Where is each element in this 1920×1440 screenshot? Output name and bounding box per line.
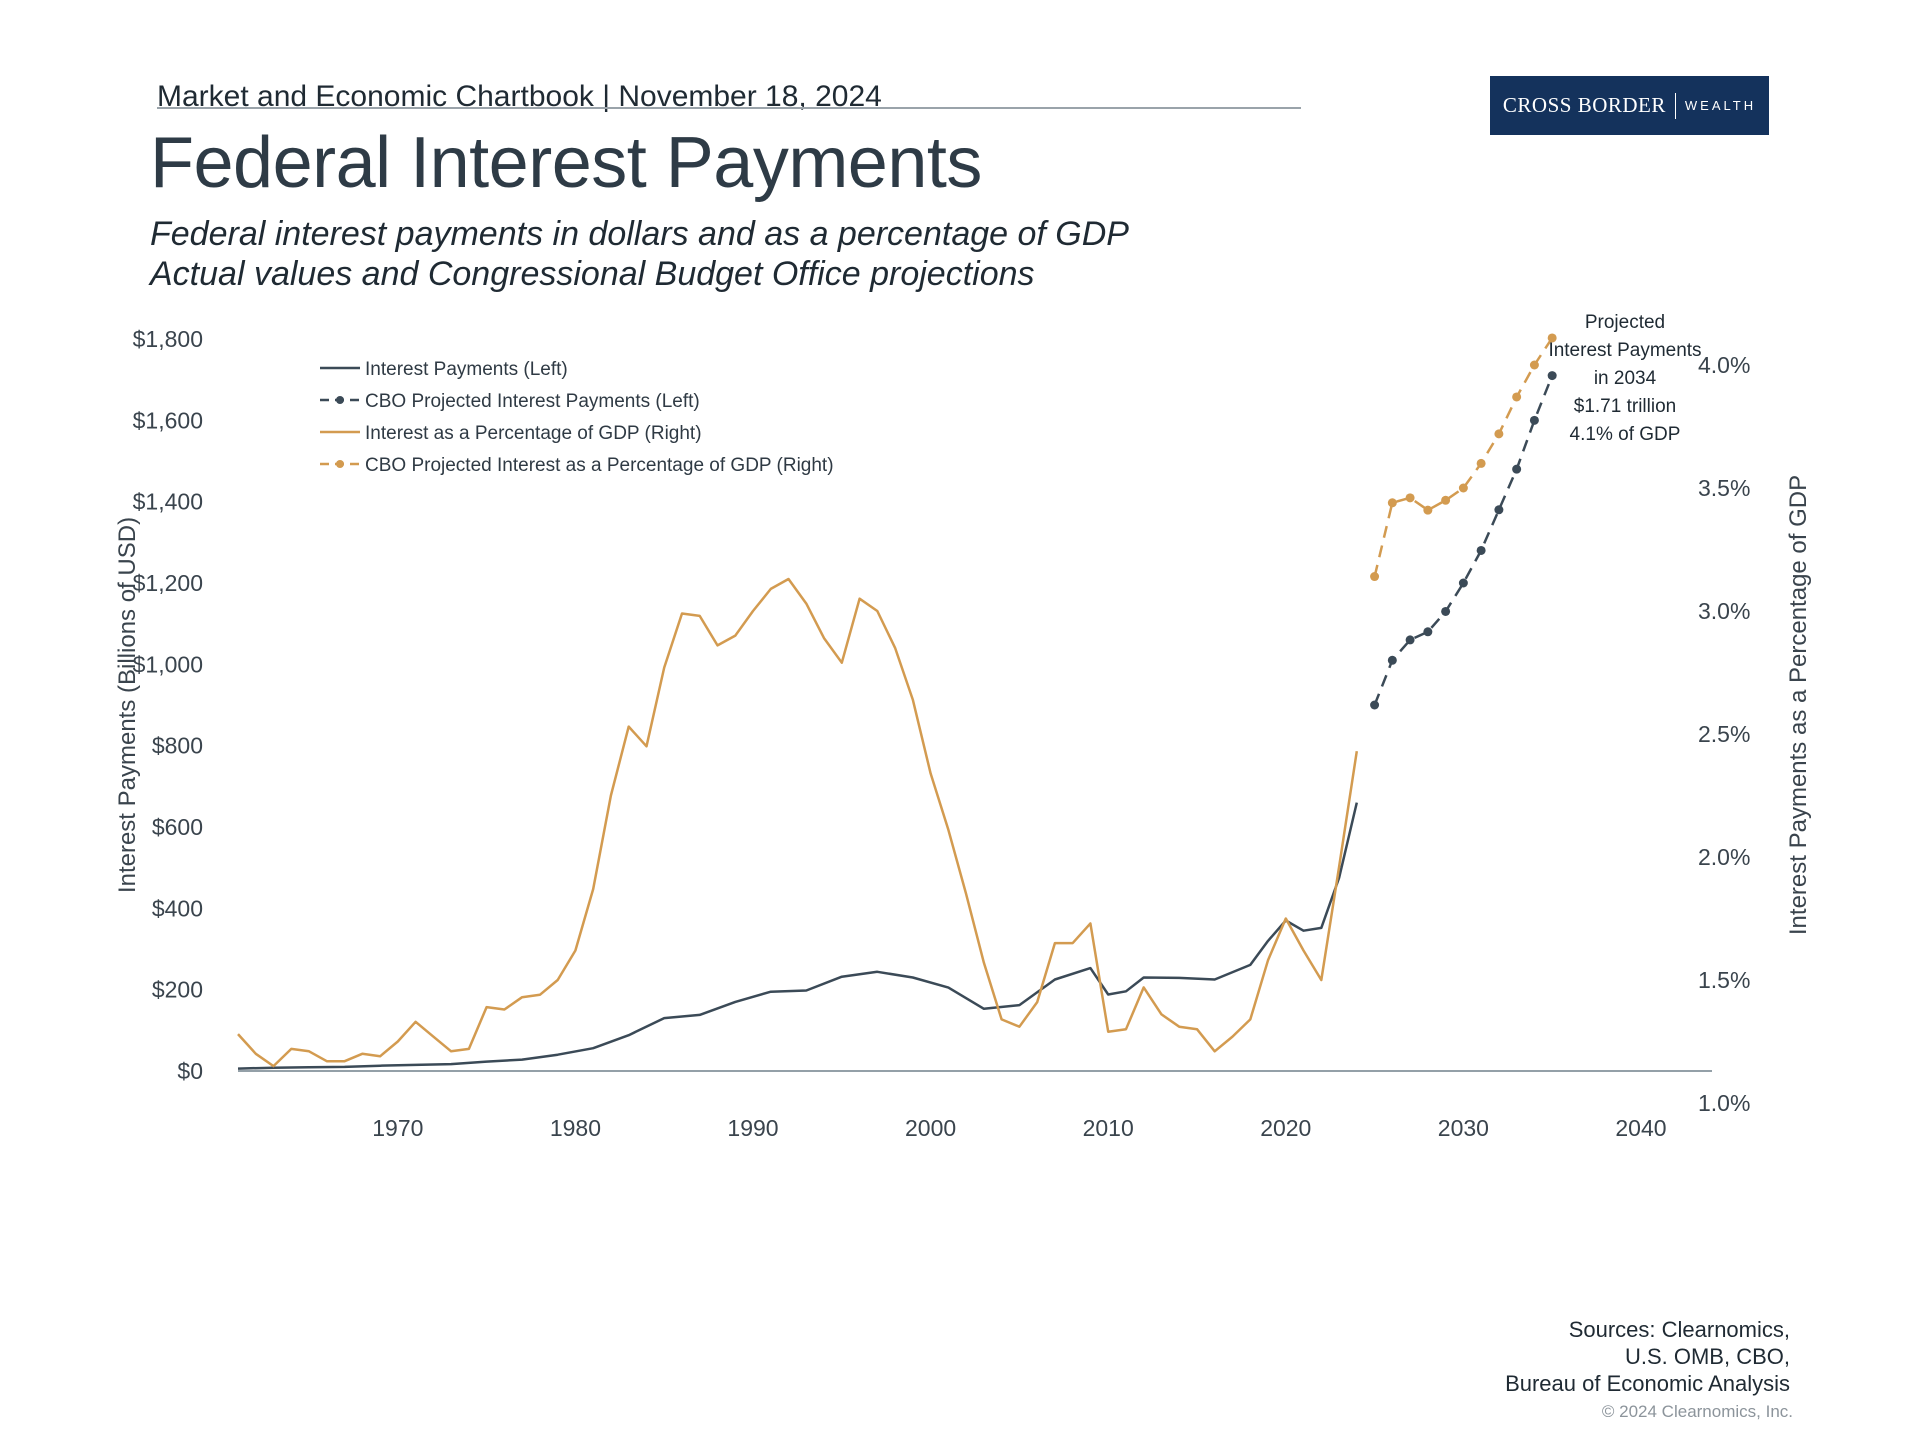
x-tick-label: 1990 <box>727 1115 778 1141</box>
legend-label-1: CBO Projected Interest Payments (Left) <box>365 391 700 412</box>
series-marker-3 <box>1441 495 1451 505</box>
left-tick-label: $200 <box>152 977 203 1003</box>
left-tick-label: $0 <box>177 1058 203 1084</box>
right-tick-label: 3.0% <box>1698 598 1750 624</box>
x-tick-label: 2010 <box>1083 1115 1134 1141</box>
legend-label-0: Interest Payments (Left) <box>365 359 568 380</box>
series-marker-1 <box>1494 505 1504 515</box>
chart-subtitle: Federal interest payments in dollars and… <box>150 214 1129 294</box>
x-tick-label: 2030 <box>1438 1115 1489 1141</box>
series-line-2 <box>237 577 1359 1068</box>
series-marker-3 <box>1458 483 1468 493</box>
subtitle-line-1: Federal interest payments in dollars and… <box>150 215 1129 253</box>
annotation-line-4: 4.1% of GDP <box>1570 424 1681 445</box>
series-marker-1 <box>1423 627 1433 637</box>
sources-note: Sources: Clearnomics, U.S. OMB, CBO, Bur… <box>1505 1316 1790 1397</box>
series-marker-3 <box>1387 498 1397 508</box>
sources-line-1: Sources: Clearnomics, <box>1568 1317 1790 1342</box>
x-tick-label: 2000 <box>905 1115 956 1141</box>
x-tick-label: 1970 <box>372 1115 423 1141</box>
series-marker-1 <box>1441 606 1451 616</box>
logo-divider <box>1674 92 1676 119</box>
left-axis-title: Interest Payments (Billions of USD) <box>114 517 141 893</box>
left-tick-label: $1,000 <box>133 651 203 677</box>
series-line-1 <box>1373 375 1554 706</box>
x-tick-label: 1980 <box>550 1115 601 1141</box>
legend-label-2: Interest as a Percentage of GDP (Right) <box>365 423 702 444</box>
legend-label-3: CBO Projected Interest as a Percentage o… <box>365 455 834 476</box>
right-tick-label: 1.5% <box>1698 967 1750 993</box>
series-marker-3 <box>1405 493 1415 503</box>
series-marker-3 <box>1423 505 1433 515</box>
series-marker-3 <box>1547 333 1557 343</box>
series-marker-1 <box>1458 578 1468 588</box>
series-marker-1 <box>1512 464 1522 474</box>
header-divider <box>157 107 1301 109</box>
annotation-line-3: $1.71 trillion <box>1574 396 1676 417</box>
series-marker-3 <box>1529 360 1539 370</box>
series-marker-3 <box>1370 572 1380 582</box>
brand-logo: CROSS BORDER WEALTH <box>1490 76 1769 135</box>
series-marker-1 <box>1387 655 1397 665</box>
annotation-line-1: Interest Payments <box>1548 340 1701 361</box>
left-tick-label: $800 <box>152 733 203 759</box>
right-axis-title: Interest Payments as a Percentage of GDP <box>1785 475 1812 935</box>
left-tick-label: $1,600 <box>133 407 203 433</box>
series-marker-1 <box>1476 545 1486 555</box>
series-line-3 <box>1373 337 1554 577</box>
subtitle-line-2: Actual values and Congressional Budget O… <box>150 255 1035 293</box>
page-title: Federal Interest Payments <box>150 123 982 203</box>
annotation-line-2: in 2034 <box>1594 368 1657 389</box>
right-tick-label: 4.0% <box>1698 352 1750 378</box>
logo-sub-text: WEALTH <box>1684 98 1757 113</box>
x-tick-label: 2020 <box>1260 1115 1311 1141</box>
series-marker-3 <box>1494 429 1504 439</box>
series-marker-1 <box>1405 635 1415 645</box>
logo-brand-text: CROSS BORDER <box>1502 93 1666 117</box>
legend-marker-3 <box>336 460 344 468</box>
right-tick-label: 3.5% <box>1698 475 1750 501</box>
right-tick-label: 2.5% <box>1698 721 1750 747</box>
sources-line-3: Bureau of Economic Analysis <box>1505 1371 1790 1396</box>
sources-line-2: U.S. OMB, CBO, <box>1624 1344 1790 1369</box>
x-tick-label: 2040 <box>1615 1115 1666 1141</box>
series-marker-1 <box>1547 371 1557 381</box>
copyright-note: © 2024 Clearnomics, Inc. <box>1601 1402 1793 1421</box>
right-tick-label: 1.0% <box>1698 1090 1750 1116</box>
legend-marker-1 <box>336 396 344 404</box>
right-tick-label: 2.0% <box>1698 844 1750 870</box>
left-tick-label: $400 <box>152 895 203 921</box>
annotation-line-0: Projected <box>1585 312 1665 333</box>
series-marker-3 <box>1512 392 1522 402</box>
series-line-0 <box>237 802 1359 1070</box>
left-tick-label: $1,200 <box>133 570 203 596</box>
left-tick-label: $1,800 <box>133 326 203 352</box>
left-tick-label: $600 <box>152 814 203 840</box>
series-marker-3 <box>1476 458 1486 468</box>
series-marker-1 <box>1529 415 1539 425</box>
left-tick-label: $1,400 <box>133 489 203 515</box>
series-marker-1 <box>1370 700 1380 710</box>
